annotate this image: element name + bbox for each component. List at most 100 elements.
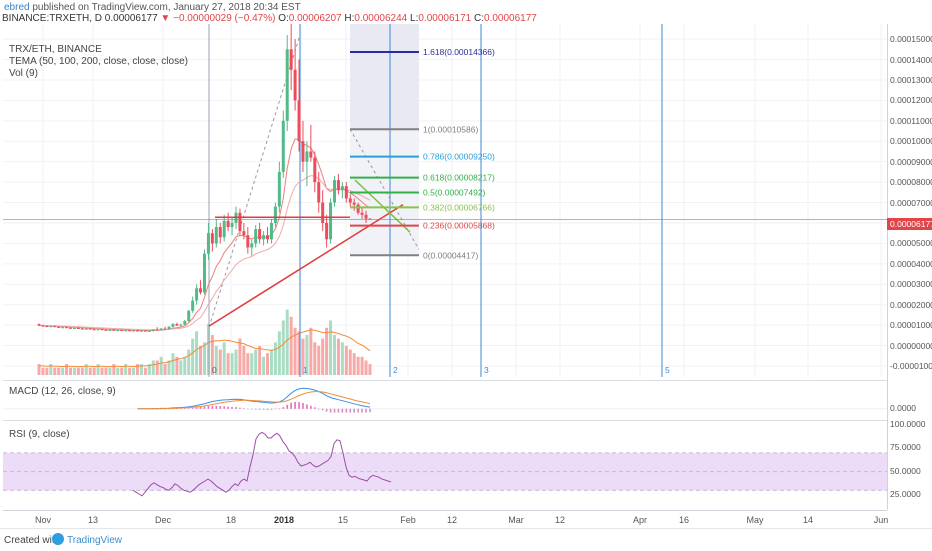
volume-bar: [364, 360, 368, 375]
macd-histogram-bar: [235, 407, 237, 409]
volume-bar: [222, 342, 226, 375]
time-axis-tick: Apr: [632, 515, 648, 525]
fib-extension-region: [350, 24, 419, 130]
price-chart[interactable]: 0 1 2 3 5 1.618(0.00014366) 1(0.00010586) 0.786…: [3, 24, 887, 377]
macd-chart[interactable]: [3, 381, 887, 419]
time-axis-tick: 2018: [273, 515, 295, 525]
volume-bar: [325, 327, 329, 375]
candle-body: [45, 325, 49, 327]
candle-body: [171, 324, 175, 327]
price-axis-tick: 0.00012000: [890, 95, 932, 106]
macd-histogram-bar: [298, 402, 300, 409]
volume-bar: [214, 345, 218, 375]
rsi-pane[interactable]: RSI (9, close): [3, 420, 887, 511]
macd-histogram-bar: [290, 402, 292, 409]
macd-histogram-bar: [203, 406, 206, 409]
volume-bar: [368, 364, 372, 375]
volume-bar: [84, 364, 88, 375]
last-price-tag: 0.00006177: [887, 218, 932, 230]
macd-histogram-bar: [180, 408, 182, 409]
legend-rsi: RSI (9, close): [9, 429, 70, 440]
volume-bar: [159, 356, 163, 375]
volume-bar: [329, 320, 333, 375]
volume-bar: [167, 360, 171, 375]
candle-body: [309, 151, 313, 158]
tradingview-brand-link[interactable]: TradingView: [67, 535, 123, 546]
volume-bar: [76, 367, 80, 375]
low-value: 0.00006171: [418, 13, 472, 24]
candle-body: [37, 324, 41, 326]
price-axis-tick: 0.00008000: [890, 177, 932, 188]
time-axis-tick: Feb: [400, 515, 416, 525]
macd-histogram-bar: [211, 405, 214, 409]
macd-histogram-bar: [223, 406, 225, 409]
price-axis-tick: 0.00001000: [890, 320, 932, 331]
volume-bar: [179, 360, 183, 375]
volume-bar: [120, 367, 124, 375]
volume-bar: [242, 345, 246, 375]
time-axis-tick: 16: [678, 515, 690, 525]
volume-bar: [281, 320, 285, 375]
legend-volume: Vol (9): [9, 68, 38, 79]
rsi-axis-tick: 75.0000: [890, 442, 921, 453]
candle-body: [155, 329, 159, 331]
price-axis-tick: 0.00007000: [890, 197, 932, 208]
price-axis-tick: 0.00000000: [890, 340, 932, 351]
candle-body: [108, 329, 112, 331]
time-axis[interactable]: Nov 13 Dec 18 2018 15 Feb 12 Mar 12 Apr 16 May 14 Jun: [3, 510, 888, 529]
symbol-text: BINANCE:TRXETH, D: [2, 13, 103, 24]
volume-bar: [57, 367, 61, 375]
close-label: C:: [473, 13, 484, 24]
time-marker-label: 3: [484, 365, 489, 375]
candle-body: [167, 326, 171, 330]
candle-body: [179, 324, 183, 326]
macd-histogram-bar: [187, 408, 190, 409]
rsi-chart[interactable]: [3, 421, 887, 511]
macd-histogram-bar: [333, 408, 336, 413]
tradingview-logo-icon: [52, 533, 64, 545]
candle-body: [258, 229, 262, 240]
volume-bar: [104, 367, 108, 375]
author-link[interactable]: ebred: [4, 2, 30, 13]
time-axis-tick: Dec: [154, 515, 172, 525]
price-axis-tick: 0.00011000: [890, 115, 932, 126]
volume-bar: [199, 345, 203, 375]
volume-bar: [305, 335, 309, 375]
candle-body: [116, 330, 120, 332]
macd-histogram-bar: [302, 402, 304, 409]
volume-bar: [210, 335, 214, 375]
volume-bar: [340, 342, 344, 375]
candle-body: [96, 329, 100, 331]
candle-body: [344, 186, 348, 199]
volume-bar: [344, 345, 348, 375]
fib-level-label: 0.382(0.00006766): [423, 202, 495, 212]
volume-bar: [317, 345, 321, 375]
volume-bar: [262, 356, 266, 375]
candle-body: [57, 326, 61, 328]
candle-body: [293, 69, 297, 101]
candle-body: [360, 212, 364, 215]
macd-histogram-bar: [361, 408, 363, 413]
volume-bar: [195, 331, 199, 375]
candle-body: [246, 235, 250, 248]
macd-histogram-bar: [270, 408, 273, 410]
volume-bar: [348, 349, 352, 375]
volume-bar: [313, 342, 317, 375]
candle-body: [277, 171, 281, 207]
fib-level-label: 1.618(0.00014366): [423, 47, 495, 57]
volume-bar: [269, 349, 273, 375]
macd-histogram-bar: [278, 408, 281, 410]
macd-pane[interactable]: MACD (12, 26, close, 9): [3, 380, 887, 419]
candle-body: [53, 326, 57, 328]
legend-macd: MACD (12, 26, close, 9): [9, 386, 116, 397]
candle-body: [100, 329, 104, 331]
volume-bar: [202, 342, 206, 375]
price-pane[interactable]: 0 1 2 3 5 1.618(0.00014366) 1(0.00010586) 0.786…: [3, 24, 887, 377]
candle-body: [199, 288, 203, 293]
time-axis-tick: 18: [225, 515, 237, 525]
close-value: 0.00006177: [483, 13, 537, 24]
candle-body: [333, 180, 336, 203]
price-axis-tick: 0.00002000: [890, 299, 932, 310]
volume-bar: [206, 324, 210, 375]
price-axis-border: [887, 24, 888, 510]
